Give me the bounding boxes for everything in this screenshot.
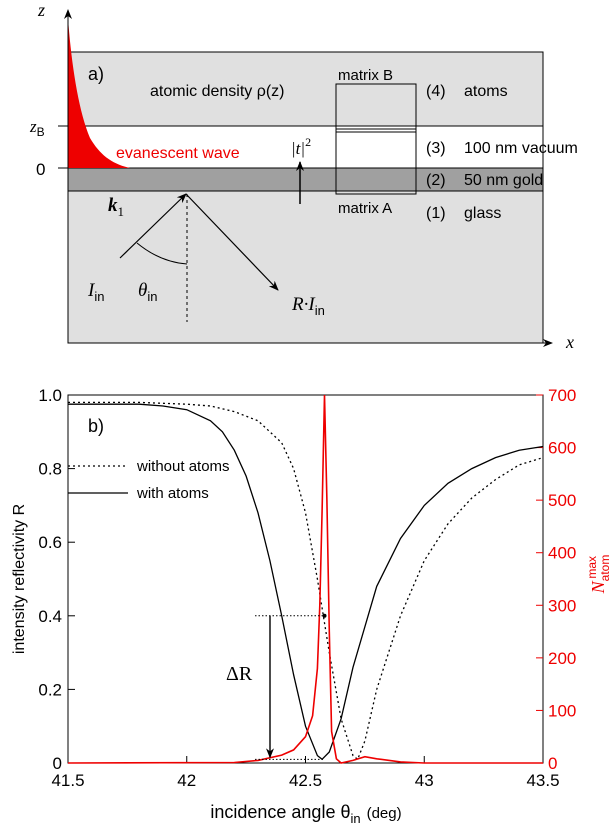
x-tick-label: 43.5	[526, 771, 559, 790]
x-tick-label: 42.5	[289, 771, 322, 790]
series-line-n-atom-max	[67, 394, 543, 764]
right-tick-label: 500	[548, 491, 576, 510]
delta-r-top-dot	[322, 613, 327, 618]
matrix-a-box	[335, 131, 417, 195]
layer-1-num: (1)	[426, 205, 446, 222]
series-line-without-atoms	[68, 401, 544, 761]
x-tick-label: 42	[177, 771, 196, 790]
glass-layer	[68, 191, 543, 343]
panel-a-label: a)	[88, 64, 104, 84]
x-tick-label: 43	[415, 771, 434, 790]
legend: without atoms with atoms	[68, 458, 230, 502]
layer-2-num: (2)	[426, 172, 446, 189]
iin-label: Iin	[87, 280, 104, 304]
left-tick-label: 0.8	[38, 460, 62, 479]
y-axis-label: intensity reflectivity R	[11, 504, 28, 654]
right-tick-label: 0	[548, 754, 557, 773]
evanescent-wave-shape	[68, 18, 130, 168]
panel-b-chart: 00.20.40.60.81.0 0100200300400500600700 …	[11, 386, 611, 826]
vacuum-layer	[68, 126, 543, 168]
layer-4-name: atoms	[464, 83, 508, 100]
zb-label: zB	[29, 117, 45, 139]
x-axis-label: x	[565, 332, 574, 352]
layer-4-num: (4)	[426, 83, 446, 100]
k1-label: k1	[108, 195, 124, 219]
left-tick-label: 0	[53, 754, 62, 773]
theta-label: θin	[138, 280, 157, 304]
right-tick-label: 200	[548, 649, 576, 668]
layer-1-name: glass	[464, 205, 501, 222]
x-axis-ticks: 41.5 42 42.5 43 43.5	[51, 756, 560, 790]
left-tick-label: 1.0	[38, 386, 62, 405]
r-iin-label: R·Iin	[291, 294, 325, 318]
z-axis-label: z	[37, 0, 45, 20]
right-tick-label: 100	[548, 701, 576, 720]
right-axis-ticks: 0 100 200 300 400 500 600 700	[536, 386, 576, 773]
layer-3-name: 100 nm vacuum	[464, 140, 578, 157]
delta-r-label: ΔR	[226, 663, 253, 685]
zero-label: 0	[36, 160, 45, 179]
reflected-ray	[185, 193, 279, 291]
plot-frame	[67, 394, 544, 764]
incident-ray	[119, 193, 187, 259]
atomic-density-label: atomic density ρ(z)	[150, 83, 284, 100]
left-tick-label: 0.6	[38, 533, 62, 552]
series-line-with-atoms	[68, 403, 544, 761]
left-axis-ticks: 0 0.2 0.4 0.6 0.8 1.0	[38, 386, 75, 773]
legend-label-without-atoms: without atoms	[136, 458, 230, 475]
left-tick-label: 0.4	[38, 607, 62, 626]
right-tick-label: 400	[548, 544, 576, 563]
panel-b-label: b)	[88, 416, 104, 436]
layer-3-num: (3)	[426, 140, 446, 157]
layer-labels: (4) atoms (3) 100 nm vacuum (2) 50 nm go…	[426, 83, 578, 222]
series-group	[67, 394, 544, 764]
right-tick-label: 600	[548, 439, 576, 458]
legend-label-with-atoms: with atoms	[136, 485, 209, 502]
panel-a: z x zB 0 a) atomic density ρ(z) evanesce…	[29, 0, 578, 352]
right-tick-label: 300	[548, 596, 576, 615]
layer-2-name: 50 nm gold	[464, 172, 543, 189]
t-label: |t|2	[291, 135, 311, 158]
y2-axis-label: Natommax	[585, 555, 611, 595]
gold-layer	[68, 168, 543, 191]
atoms-layer	[68, 52, 543, 126]
x-tick-label: 41.5	[51, 771, 84, 790]
x-axis-label-b: incidence angle θin (deg)	[210, 802, 401, 826]
evanescent-wave-label: evanescent wave	[116, 145, 240, 162]
matrix-a-label: matrix A	[338, 200, 392, 217]
right-tick-label: 700	[548, 386, 576, 405]
matrix-b-label: matrix B	[338, 67, 393, 84]
left-tick-label: 0.2	[38, 680, 62, 699]
delta-r-annotation	[255, 613, 327, 760]
theta-arc	[136, 242, 188, 265]
